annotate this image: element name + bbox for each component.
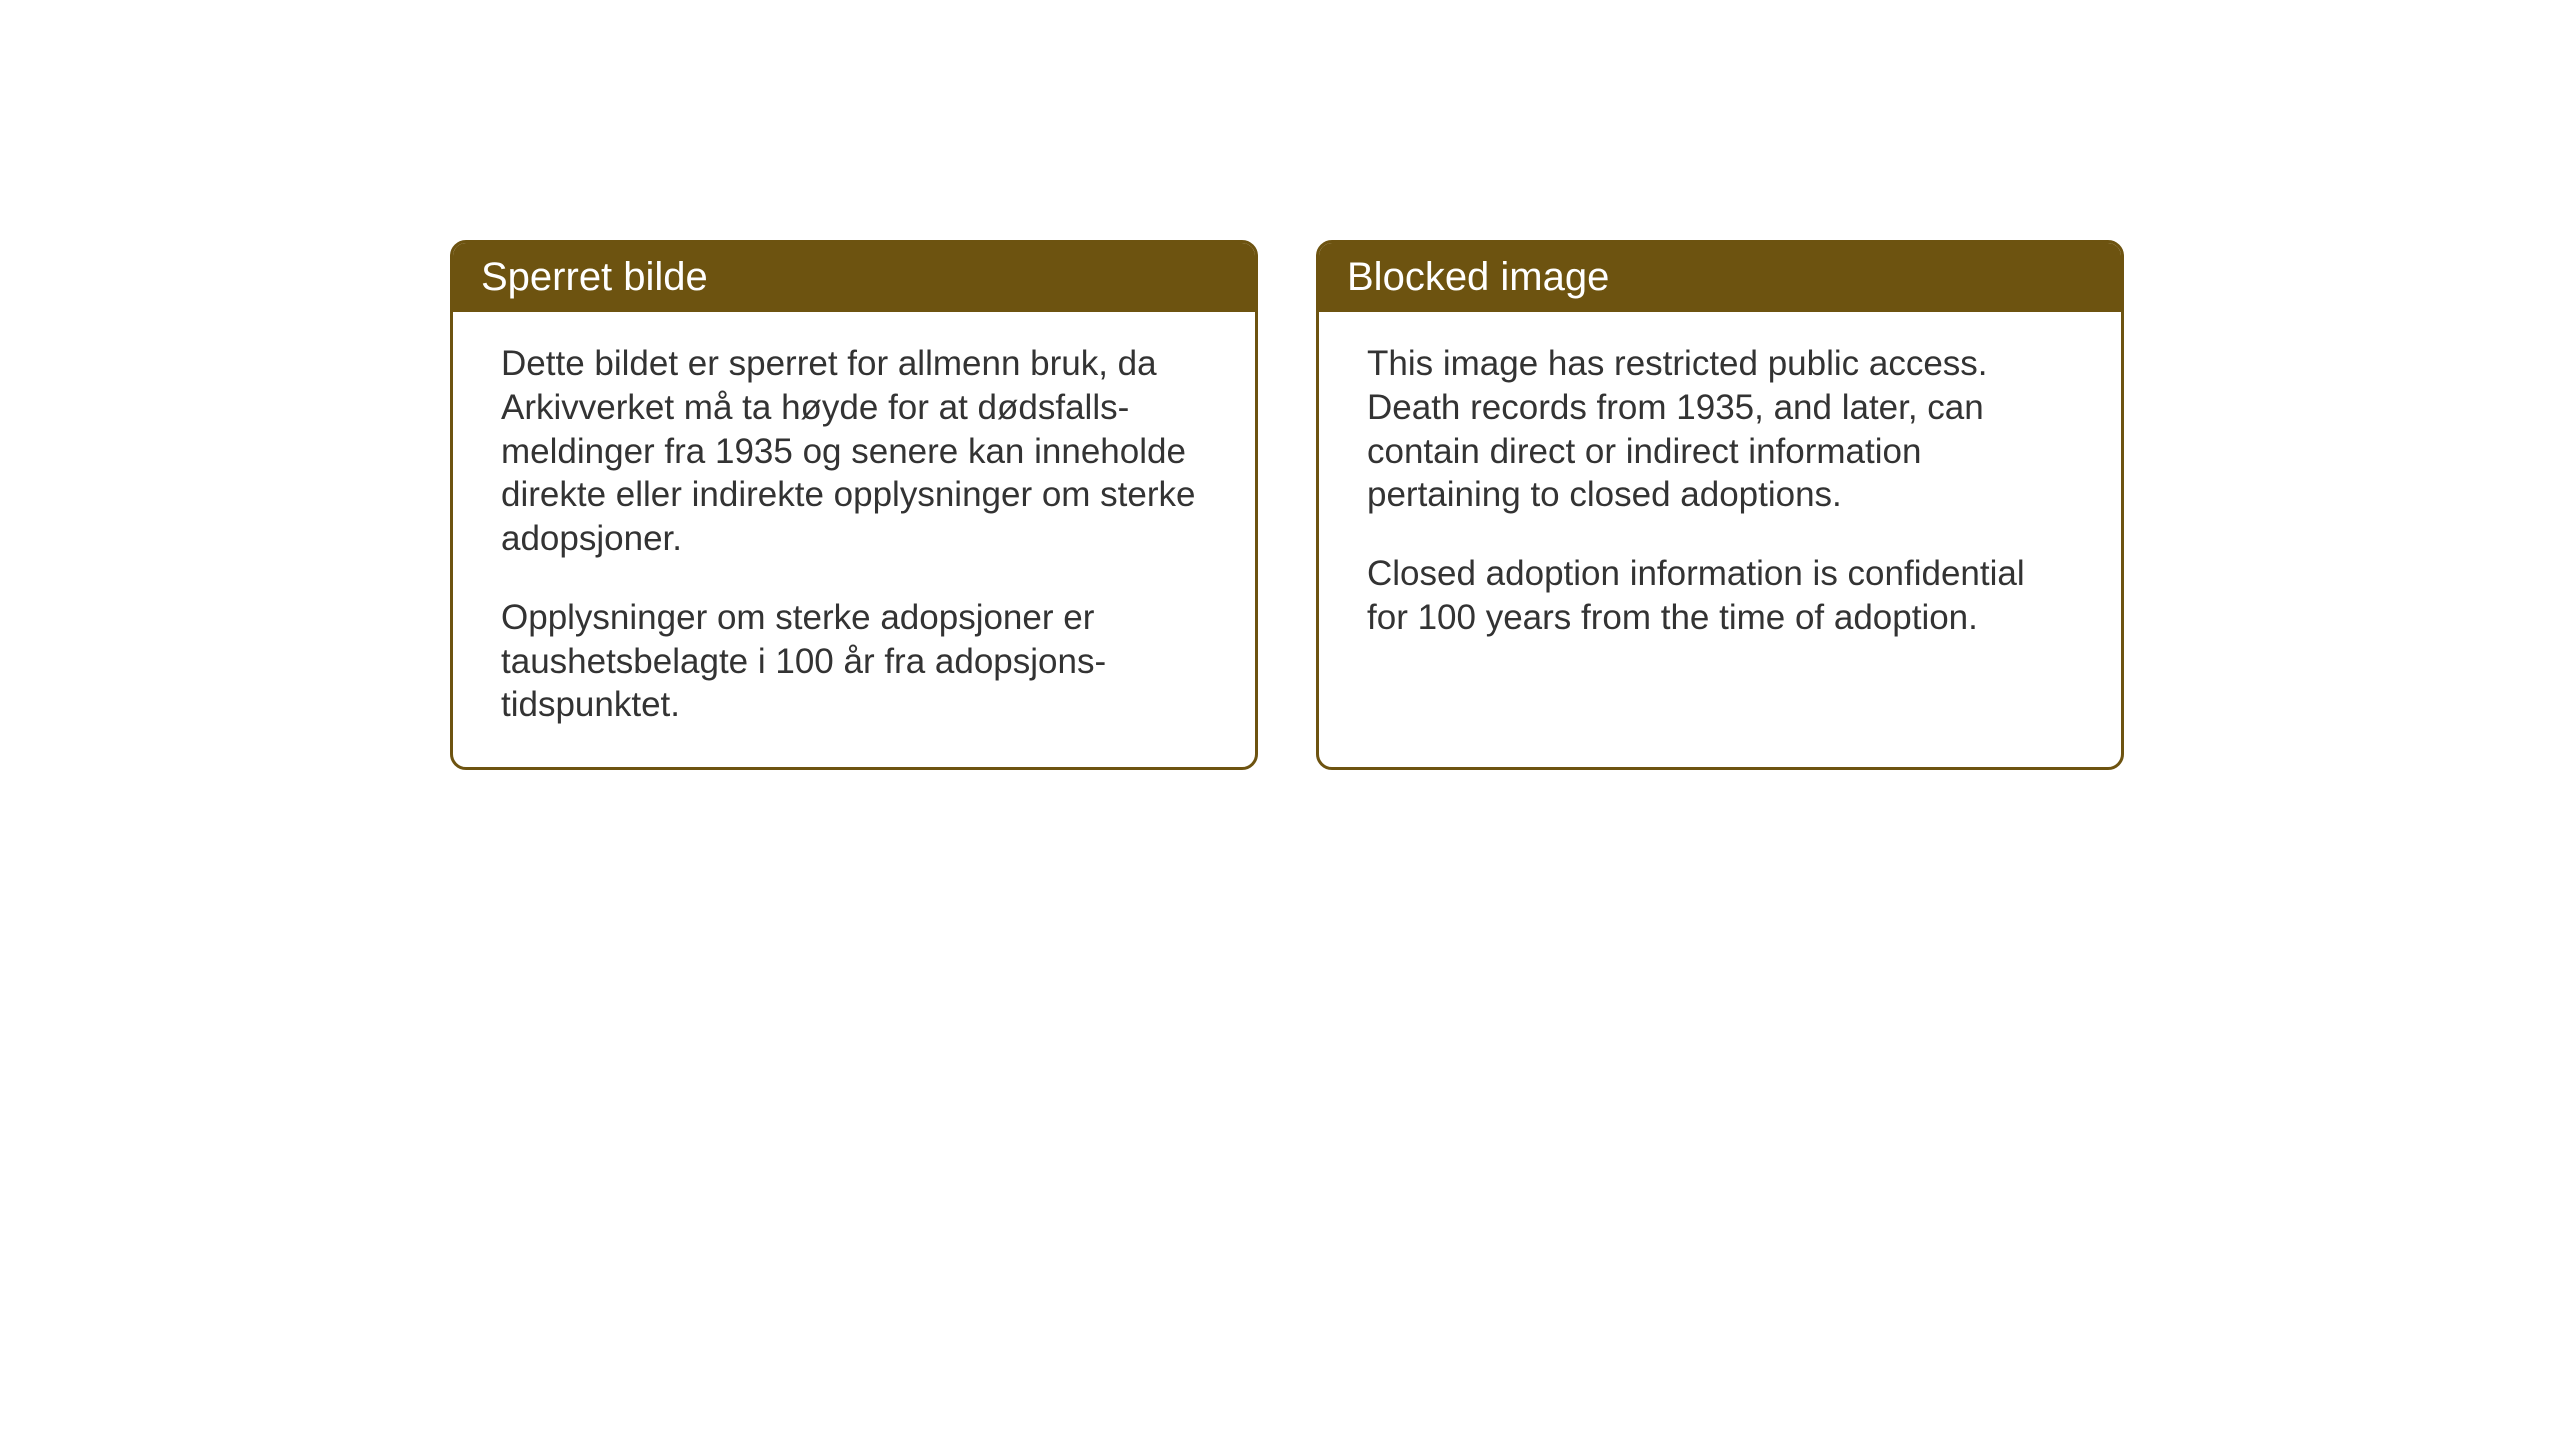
notice-card-norwegian: Sperret bilde Dette bildet er sperret fo… [450,240,1258,770]
notice-body-left: Dette bildet er sperret for allmenn bruk… [453,312,1255,767]
notice-container: Sperret bilde Dette bildet er sperret fo… [450,240,2124,770]
notice-body-right: This image has restricted public access.… [1319,312,2121,680]
notice-para1-left: Dette bildet er sperret for allmenn bruk… [501,342,1207,561]
notice-para2-right: Closed adoption information is confident… [1367,552,2073,640]
notice-card-english: Blocked image This image has restricted … [1316,240,2124,770]
notice-title-right: Blocked image [1347,255,1609,299]
notice-title-left: Sperret bilde [481,255,708,299]
notice-header-right: Blocked image [1319,243,2121,312]
notice-para1-right: This image has restricted public access.… [1367,342,2073,517]
notice-para2-left: Opplysninger om sterke adopsjoner er tau… [501,596,1207,727]
notice-header-left: Sperret bilde [453,243,1255,312]
